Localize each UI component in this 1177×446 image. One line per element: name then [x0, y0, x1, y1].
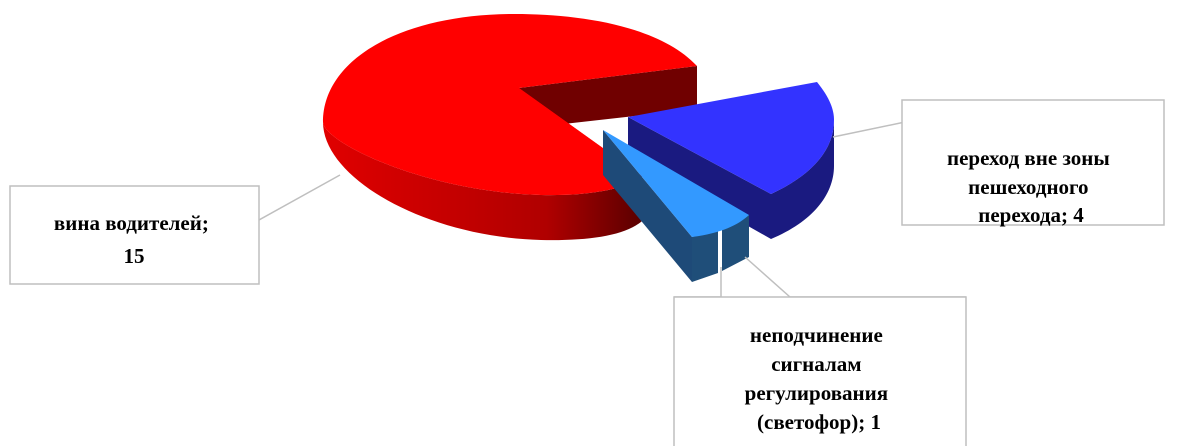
data-label-perekhod-line-2: пешеходного — [968, 175, 1088, 199]
data-label-nepodchinenie-line-3: регулирования — [745, 381, 888, 405]
leader-line-vina — [249, 174, 341, 226]
data-label-vina: вина водителей; 15 — [54, 211, 214, 268]
data-label-nepodchinenie-line-2: сигналам — [771, 352, 861, 376]
label-box-perekhod — [901, 99, 1165, 226]
data-label-nepodchinenie-line-4: (светофор); 1 — [757, 410, 881, 434]
data-label-perekhod: переход вне зоны пешеходного перехода; 4 — [947, 146, 1115, 227]
data-label-vina-line-1: вина водителей; — [54, 211, 209, 235]
label-box-nepodchinenie — [673, 296, 967, 446]
slice-nepodchinenie — [603, 130, 749, 282]
leader-line-nepodchinenie-2 — [744, 256, 966, 298]
slice-vina-voditeley-side — [323, 122, 642, 241]
data-label-vina-line-2: 15 — [124, 244, 145, 268]
label-box-vina — [9, 185, 260, 285]
slice-nepodchinenie-side-right — [722, 215, 749, 271]
slice-nepodchinenie-top — [603, 130, 749, 237]
slice-nepodchinenie-side-front — [692, 230, 718, 282]
data-label-nepodchinenie: неподчинение сигналам регулирования (све… — [745, 323, 894, 434]
slice-nepodchinenie-side-left — [603, 130, 692, 282]
data-label-nepodchinenie-line-1: неподчинение — [750, 323, 883, 347]
slice-perekhod-top — [628, 82, 834, 194]
leader-line-perekhod — [832, 121, 906, 138]
slice-perekhod-side — [628, 117, 834, 239]
slice-perekhod — [628, 82, 834, 239]
data-label-perekhod-line-1: переход вне зоны — [947, 146, 1110, 170]
data-label-perekhod-line-3: перехода; 4 — [978, 203, 1084, 227]
